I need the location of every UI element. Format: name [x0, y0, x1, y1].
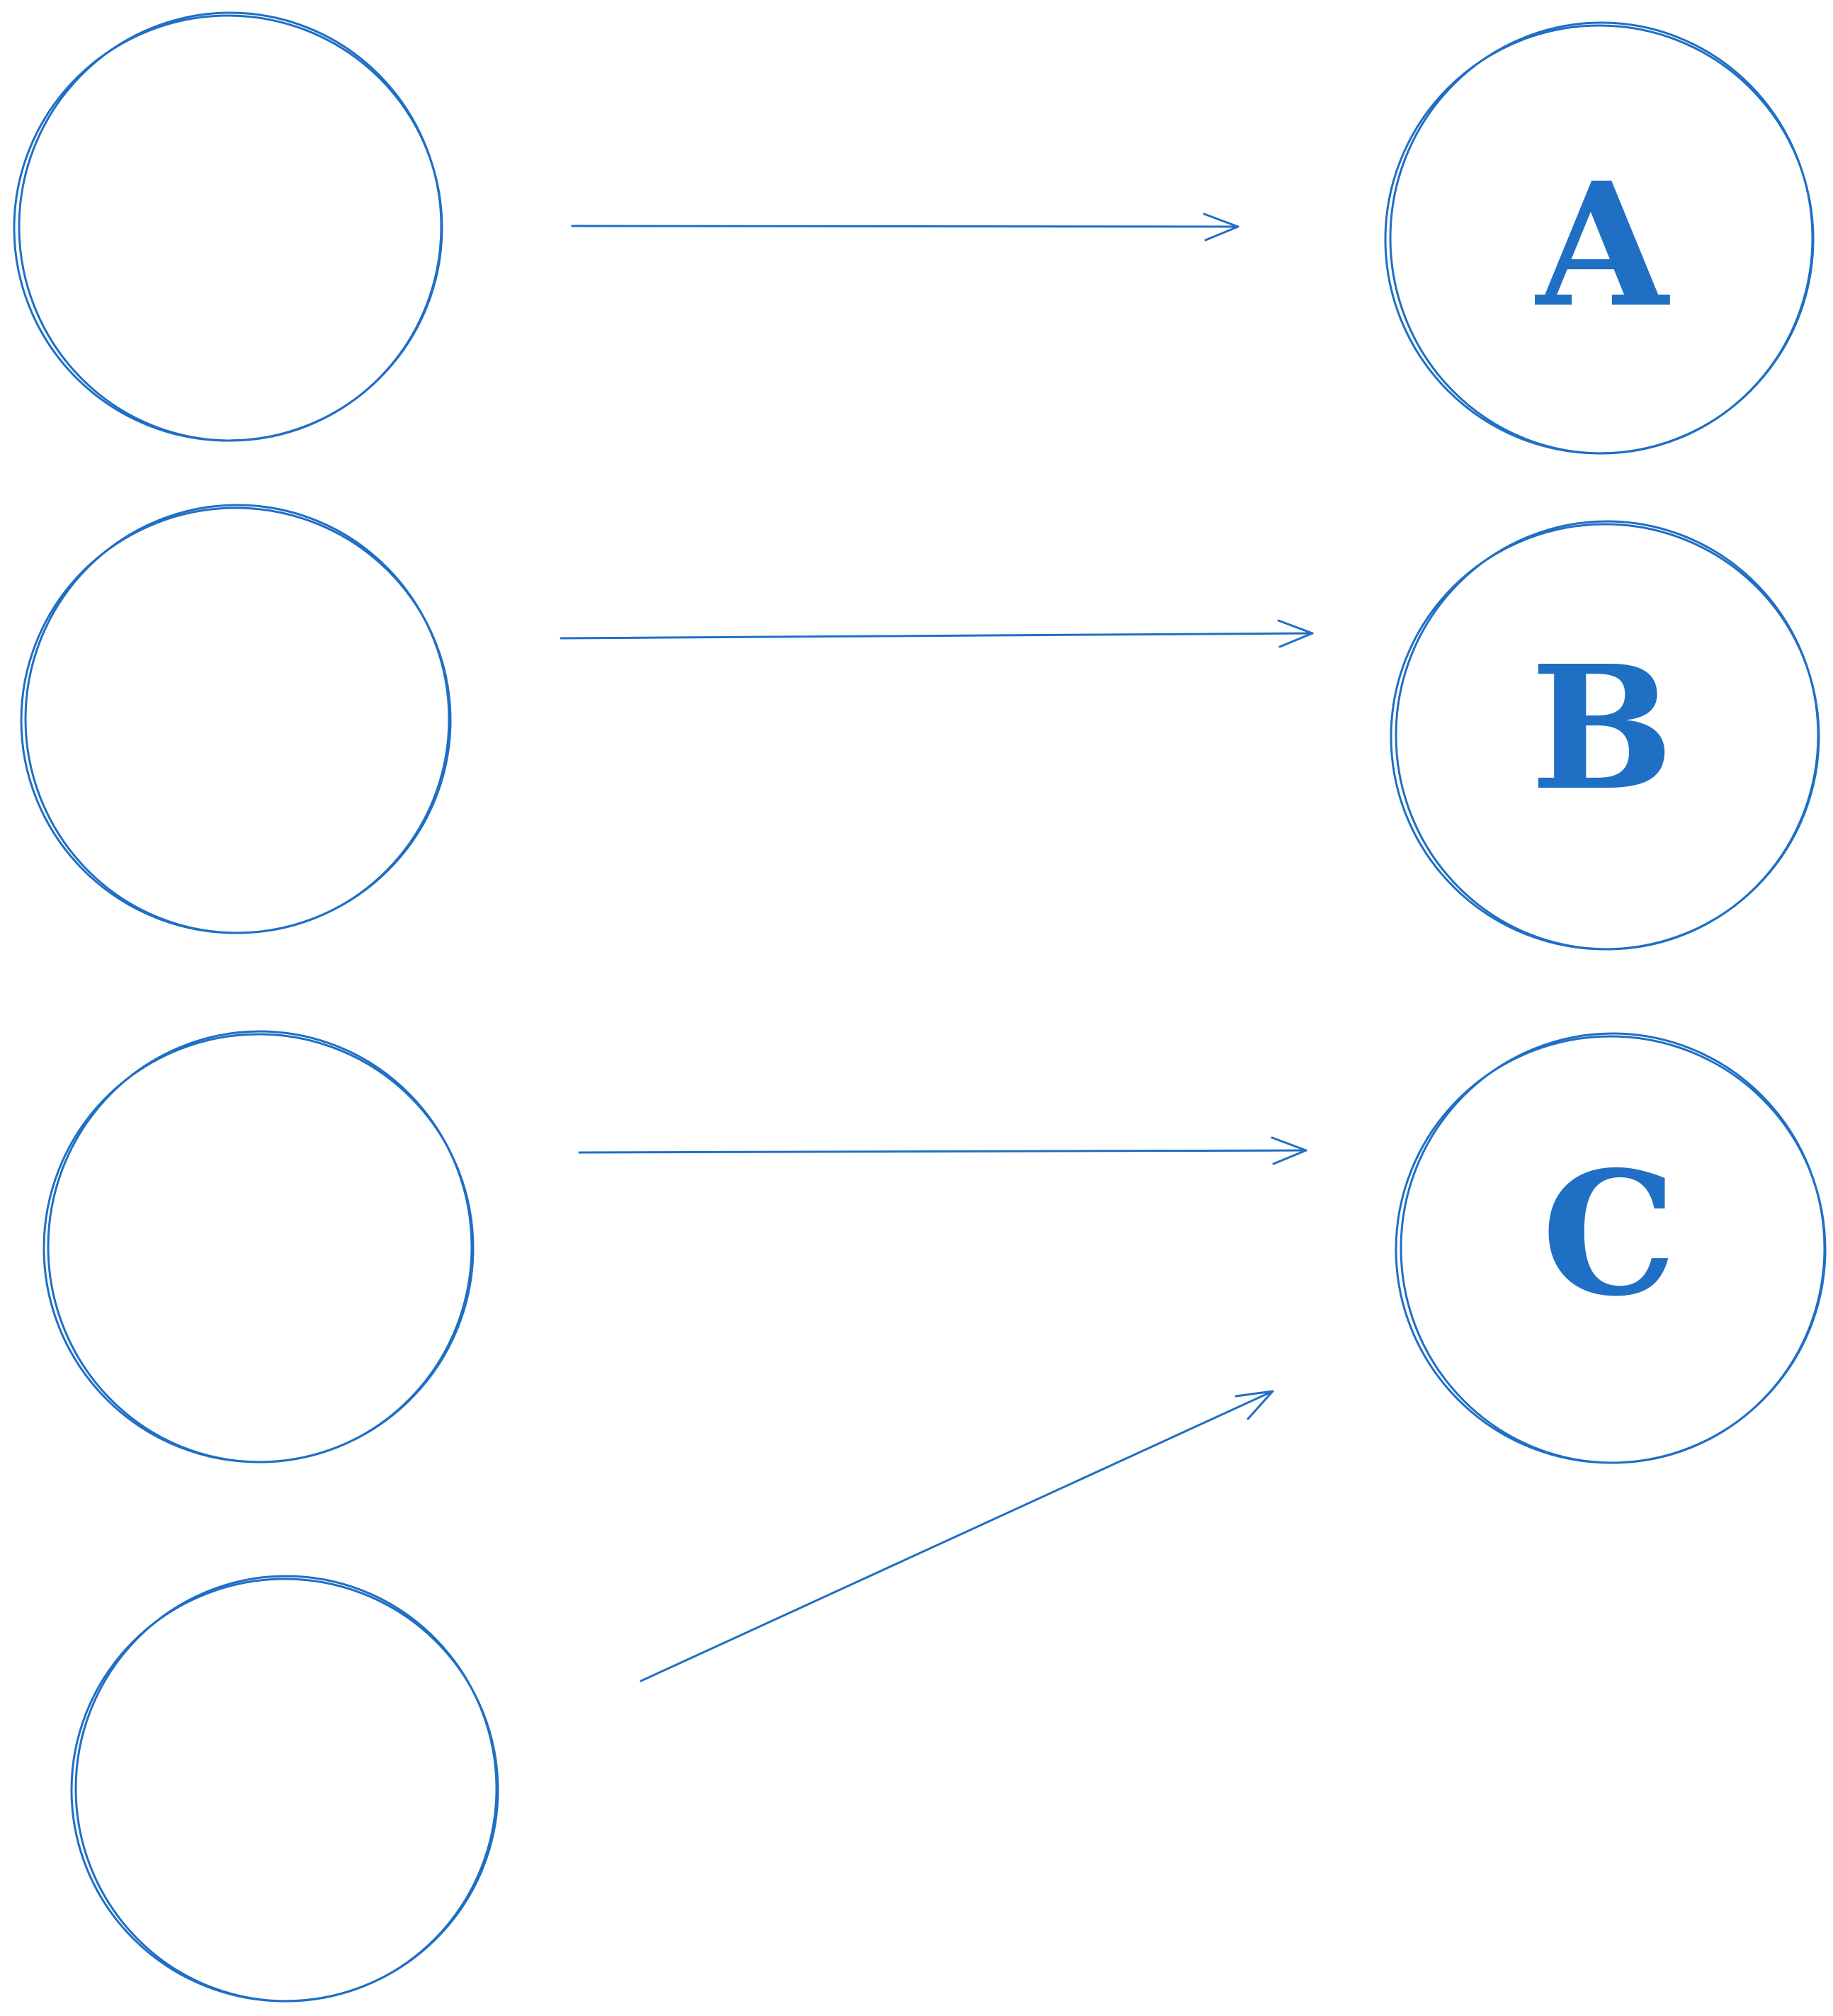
right-node-a-label: A [1535, 145, 1670, 345]
edge-l4-c [640, 1390, 1274, 1682]
right-node-c-sketch [1400, 1032, 1826, 1464]
edge-l1-a [571, 213, 1239, 242]
right-node-a-sketch [1389, 21, 1814, 455]
edge-l4-c-shaft [640, 1390, 1274, 1682]
left-node-2-sketch [24, 504, 450, 934]
left-nodes [13, 11, 499, 2003]
edge-l3-c [578, 1136, 1307, 1165]
left-node-4-sketch [74, 1575, 498, 2003]
edge-l1-a-shaft [571, 225, 1239, 228]
edge-l3-c-head [1271, 1136, 1307, 1165]
edges [560, 213, 1314, 1682]
edge-l4-c-head [1235, 1390, 1274, 1420]
edge-l2-b-head [1277, 619, 1314, 648]
right-node-b-sketch [1395, 520, 1820, 951]
right-node-c-label: C [1541, 1134, 1676, 1334]
edge-l3-c-shaft [578, 1149, 1307, 1154]
right-node-b-label: B [1531, 628, 1674, 828]
edge-l1-a-head [1203, 213, 1239, 242]
left-node-1-sketch [18, 11, 443, 442]
left-node-3-sketch [47, 1030, 473, 1463]
edge-l2-b-shaft [560, 632, 1314, 640]
edge-l2-b [560, 619, 1314, 648]
right-nodes: A B C [1384, 21, 1827, 1464]
